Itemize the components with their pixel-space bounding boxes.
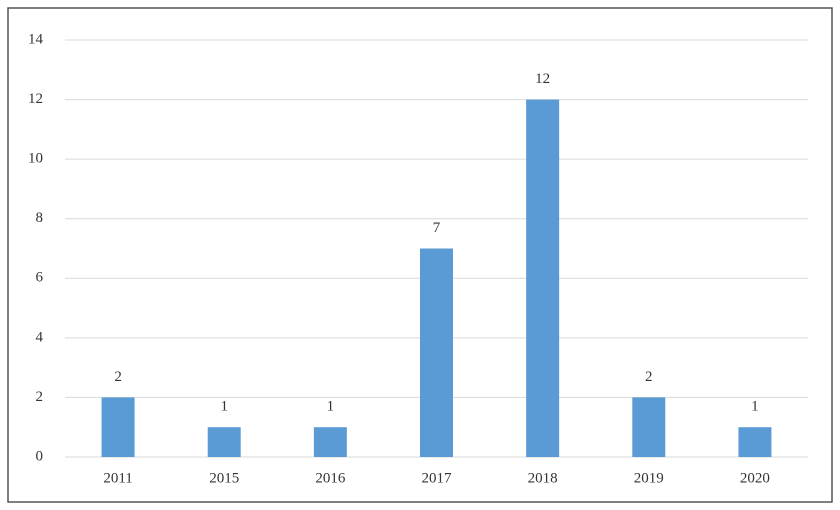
bar [207, 427, 241, 457]
x-tick-label: 2017 [422, 470, 453, 486]
y-tick-label: 0 [36, 448, 44, 464]
y-tick-label: 10 [28, 151, 43, 167]
y-tick-label: 2 [36, 389, 44, 405]
data-label: 12 [535, 71, 550, 87]
bar [738, 427, 772, 457]
data-label: 2 [645, 369, 653, 385]
data-label: 1 [327, 399, 335, 415]
bar [526, 99, 560, 458]
data-label: 1 [751, 399, 759, 415]
x-tick-label: 2016 [315, 470, 346, 486]
x-tick-label: 2015 [209, 470, 239, 486]
bar [420, 248, 453, 457]
y-tick-label: 8 [36, 210, 44, 226]
y-tick-label: 14 [28, 31, 44, 47]
x-tick-label: 2019 [634, 470, 664, 486]
bar [632, 397, 666, 457]
x-tick-label: 2020 [740, 470, 770, 486]
y-tick-label: 4 [36, 329, 44, 345]
y-tick-label: 12 [28, 91, 43, 107]
y-tick-label: 6 [36, 270, 44, 286]
data-label: 1 [220, 399, 228, 415]
x-tick-label: 2018 [528, 470, 558, 486]
data-label: 2 [114, 369, 122, 385]
x-tick-label: 2011 [103, 470, 132, 486]
bar [101, 397, 135, 457]
data-label: 7 [433, 220, 441, 236]
bar [313, 427, 347, 457]
